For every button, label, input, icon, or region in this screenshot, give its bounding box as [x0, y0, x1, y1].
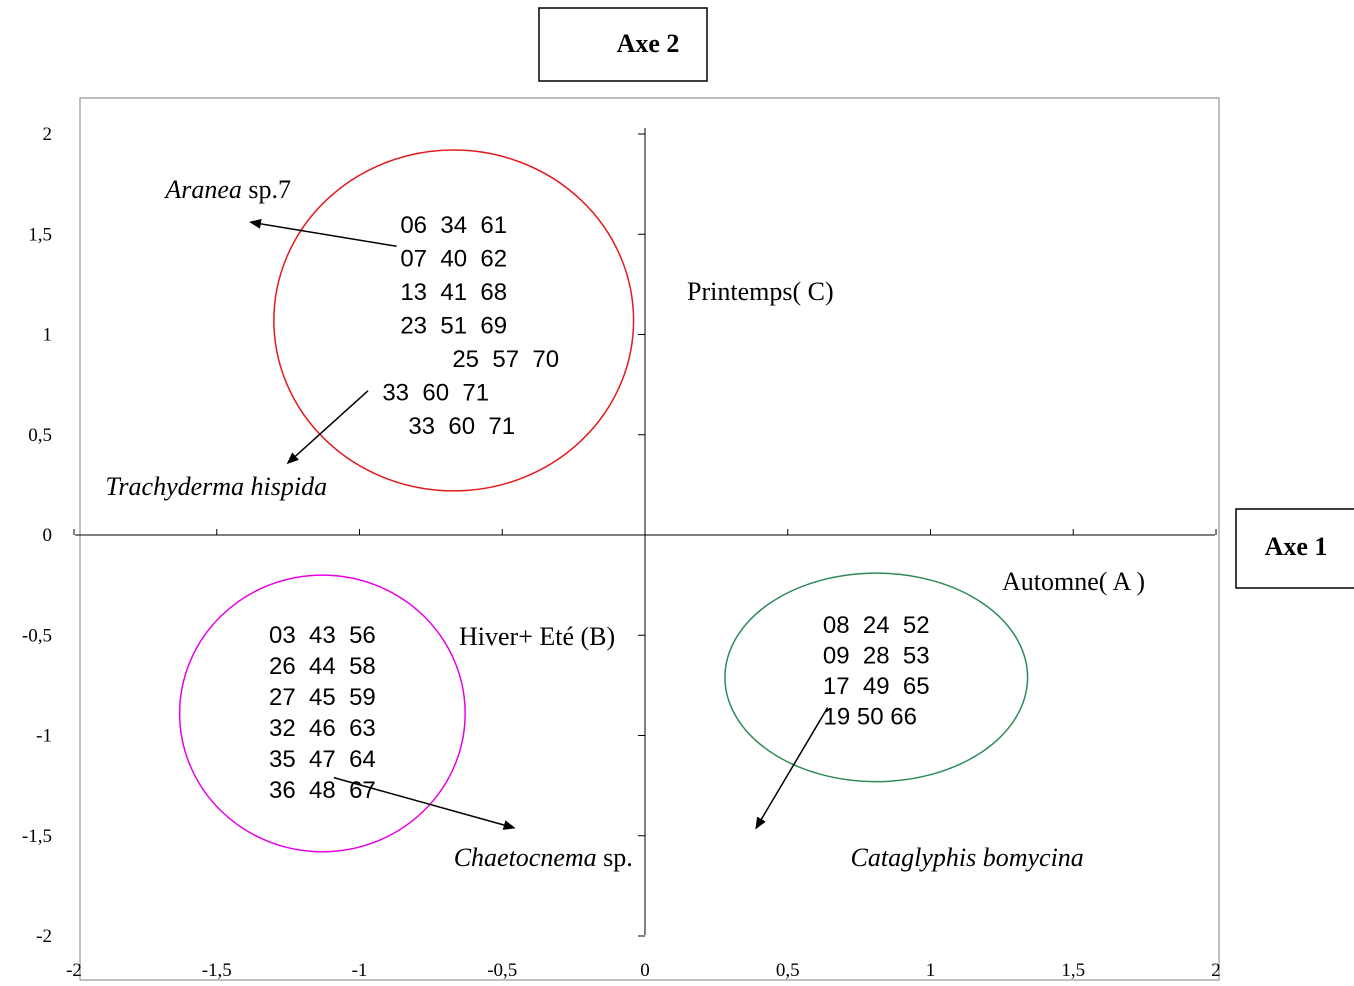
sample-row: 19 50 66	[824, 704, 917, 731]
species-label: Chaetocnema sp.	[454, 843, 633, 872]
species-arrow	[333, 776, 516, 830]
y-tick-label: 2	[43, 124, 53, 145]
x-axis-title-box	[1235, 508, 1354, 589]
sample-row: 17 49 65	[823, 673, 930, 700]
y-tick-label: 0,5	[28, 425, 52, 446]
species-label: Cataglyphis bomycina	[851, 843, 1084, 872]
sample-row: 25 57 70	[452, 346, 559, 373]
species-annotation: Aranea sp.7	[163, 175, 397, 248]
group-ellipse	[273, 149, 635, 492]
x-tick-label: 0	[640, 960, 650, 981]
group-label: Printemps( C)	[687, 277, 834, 306]
sample-row: 07 40 62	[400, 246, 507, 273]
x-tick-label: 2	[1211, 960, 1221, 981]
group-3: Automne( A ) 08 24 52 09 28 53 17 49 65 19 5…	[724, 567, 1145, 783]
group-1: Printemps( C) 06 34 61 07 40 62 13 41 68 23 …	[273, 149, 834, 492]
sample-row: 08 24 52	[823, 612, 930, 639]
species-label: Aranea sp.7	[163, 175, 291, 204]
sample-row: 26 44 58	[269, 653, 376, 680]
x-tick-label: -1,5	[202, 960, 232, 981]
y-tick-label: -2	[36, 926, 52, 947]
group-label: Hiver+ Eté (B)	[459, 622, 615, 651]
groups: Printemps( C) 06 34 61 07 40 62 13 41 68 23 …	[178, 149, 1145, 853]
group-label: Automne( A )	[1002, 567, 1145, 596]
species-arrow	[286, 390, 369, 465]
group-2: Hiver+ Eté (B) 03 43 56 26 44 58 27 45 59 32…	[178, 574, 615, 853]
sample-row: 33 60 71	[382, 380, 489, 407]
x-tick-label: 1	[926, 960, 936, 981]
y-tick-label: 1,5	[28, 224, 52, 245]
group-ellipse	[724, 572, 1029, 783]
species-annotation: Cataglyphis bomycina	[755, 707, 1084, 872]
species-annotation: Chaetocnema sp.	[333, 776, 633, 872]
species-arrow	[249, 218, 397, 248]
y-tick-label: -1,5	[22, 826, 52, 847]
group-ellipse	[178, 574, 466, 853]
sample-row: 35 47 64	[269, 746, 376, 773]
x-axis-title: Axe 1	[1265, 532, 1328, 561]
y-tick-label: -1	[36, 726, 52, 747]
plot-area	[79, 97, 1220, 981]
y-axis-title: Axe 2	[617, 29, 680, 58]
sample-row: 23 51 69	[400, 313, 507, 340]
y-tick-label: -0,5	[22, 625, 52, 646]
sample-row: 03 43 56	[269, 622, 376, 649]
axes: -2 -1,5 -1 -0,5 0 0,5 1 1,5 2 2 1,5 1 0,5 0 -0,5 -1 -1,5…	[22, 124, 1221, 981]
x-tick-label: 1,5	[1061, 960, 1085, 981]
x-tick-label: -2	[66, 960, 82, 981]
y-axis-title-box	[538, 7, 708, 82]
species-annotations: Aranea sp.7 Trachyderma hispida Chaetocnem…	[105, 175, 1083, 872]
sample-row: 09 28 53	[823, 643, 930, 670]
sample-row: 06 34 61	[400, 212, 507, 239]
sample-row: 13 41 68	[400, 279, 507, 306]
sample-row: 27 45 59	[269, 684, 376, 711]
sample-row: 32 46 63	[269, 715, 376, 742]
y-tick-label: 0	[43, 525, 53, 546]
sample-row: 36 48 67	[269, 777, 376, 804]
x-tick-label: -1	[352, 960, 368, 981]
species-annotation: Trachyderma hispida	[105, 390, 369, 501]
species-arrow	[755, 707, 829, 830]
species-label: Trachyderma hispida	[105, 472, 327, 501]
y-tick-label: 1	[43, 325, 53, 346]
x-tick-label: 0,5	[776, 960, 800, 981]
sample-row: 33 60 71	[408, 413, 515, 440]
x-tick-label: -0,5	[487, 960, 517, 981]
